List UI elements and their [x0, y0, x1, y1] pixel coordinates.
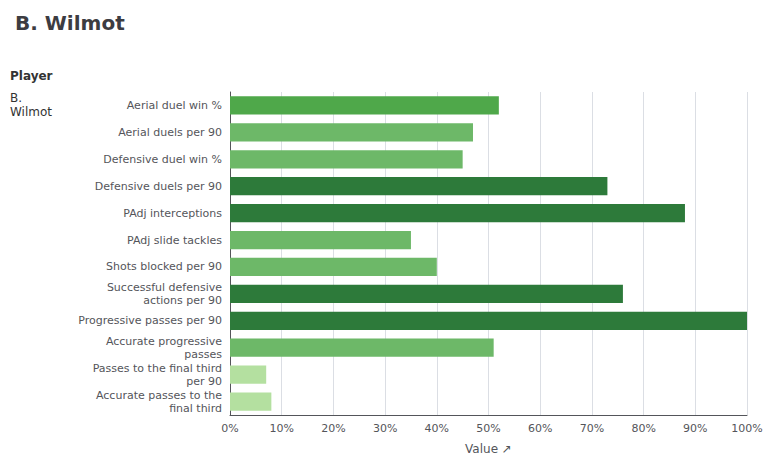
svg-text:Wilmot: Wilmot — [10, 105, 52, 119]
svg-text:Accurate progressive: Accurate progressive — [106, 335, 222, 348]
svg-text:60%: 60% — [528, 422, 552, 435]
svg-text:50%: 50% — [476, 422, 500, 435]
svg-text:passes: passes — [184, 348, 222, 361]
svg-text:B. Wilmot: B. Wilmot — [15, 11, 125, 35]
svg-text:B.: B. — [10, 91, 22, 105]
svg-text:Value ↗: Value ↗ — [465, 442, 512, 456]
svg-text:Aerial duels per 90: Aerial duels per 90 — [118, 126, 222, 139]
svg-text:Aerial duel win %: Aerial duel win % — [127, 99, 222, 112]
svg-text:PAdj interceptions: PAdj interceptions — [123, 207, 222, 220]
svg-text:40%: 40% — [425, 422, 449, 435]
svg-text:70%: 70% — [580, 422, 604, 435]
svg-text:PAdj slide tackles: PAdj slide tackles — [127, 234, 222, 247]
svg-text:100%: 100% — [731, 422, 762, 435]
svg-text:Defensive duels per 90: Defensive duels per 90 — [95, 180, 222, 193]
svg-text:0%: 0% — [221, 422, 238, 435]
svg-text:Accurate passes to the: Accurate passes to the — [96, 389, 222, 402]
svg-text:Player: Player — [10, 69, 53, 83]
svg-text:80%: 80% — [631, 422, 655, 435]
svg-text:final third: final third — [169, 402, 222, 415]
svg-text:90%: 90% — [683, 422, 707, 435]
svg-text:20%: 20% — [321, 422, 345, 435]
svg-text:Successful defensive: Successful defensive — [107, 281, 222, 294]
svg-text:Passes to the final third: Passes to the final third — [93, 362, 222, 375]
svg-text:per 90: per 90 — [186, 375, 222, 388]
svg-text:Progressive passes per 90: Progressive passes per 90 — [78, 314, 222, 327]
svg-text:30%: 30% — [373, 422, 397, 435]
svg-text:Defensive duel win %: Defensive duel win % — [103, 153, 222, 166]
svg-text:Shots blocked per 90: Shots blocked per 90 — [106, 260, 222, 273]
svg-text:10%: 10% — [269, 422, 293, 435]
svg-text:actions per 90: actions per 90 — [143, 294, 222, 307]
